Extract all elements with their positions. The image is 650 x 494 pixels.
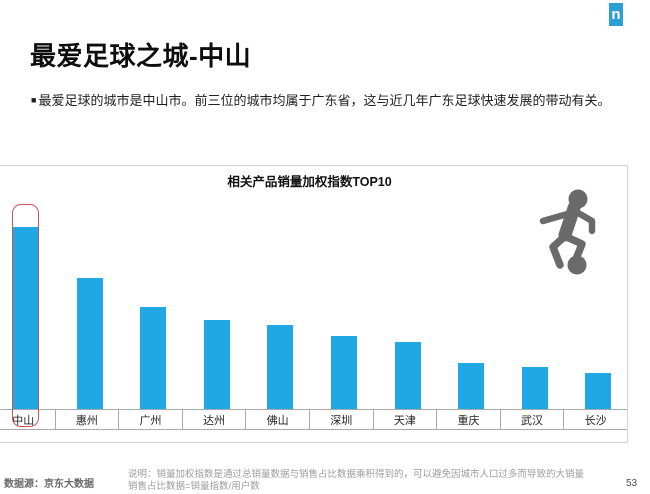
nielsen-n-logo: n	[609, 3, 623, 26]
bar-深圳	[331, 336, 357, 409]
bar-武汉	[521, 367, 548, 409]
chart-panel: 相关产品销量加权指数TOP10 中山 惠州 广州 达州 佛山 深圳 天津 重庆 武汉 长沙	[0, 165, 628, 443]
footnote-line-1: 说明：销量加权指数是通过总销量数据与销售占比数据乘积得到的，可以避免因城市人口过…	[128, 469, 585, 480]
player-left-leg	[549, 233, 568, 269]
bar-长沙	[585, 373, 612, 409]
player-left-arm	[539, 209, 575, 225]
page-title: 最爱足球之城-中山	[30, 41, 252, 71]
category-label-广州: 广州	[119, 410, 183, 429]
category-axis: 中山 惠州 广州 达州 佛山 深圳 天津 重庆 武汉 长沙	[0, 409, 627, 430]
summary-bullet: ■ 最爱足球的城市是中山市。前三位的城市均属于广东省，这与近几年广东足球快速发展的…	[31, 90, 610, 109]
category-label-佛山: 佛山	[246, 410, 310, 429]
bar-中山	[13, 227, 39, 409]
category-label-长沙: 长沙	[584, 414, 607, 427]
bar-重庆	[458, 363, 485, 409]
soccer-player-icon	[539, 189, 596, 275]
category-label-惠州: 惠州	[56, 410, 120, 429]
player-right-leg	[565, 234, 586, 263]
bar-佛山	[267, 325, 294, 409]
footnote-line-2: 销售占比数据=销量指数/用户数	[128, 480, 260, 492]
bar-惠州	[76, 278, 103, 409]
category-label-武汉: 武汉	[501, 410, 565, 429]
bar-天津	[394, 342, 421, 409]
chart-title: 相关产品销量加权指数TOP10	[227, 175, 392, 189]
category-label-达州: 达州	[183, 410, 247, 429]
highlight-box	[12, 204, 39, 427]
summary-text: 最爱足球的城市是中山市。前三位的城市均属于广东省，这与近几年广东足球快速发展的带…	[38, 93, 611, 108]
footnote: 说明：销量加权指数是通过总销量数据与销售占比数据乘积得到的，可以避免因城市人口过…	[128, 469, 598, 492]
bullet-square-icon: ■	[31, 95, 37, 105]
player-right-arm	[576, 210, 596, 235]
category-label-天津: 天津	[374, 410, 438, 429]
category-label-重庆: 重庆	[437, 410, 501, 429]
plot-area	[0, 166, 627, 409]
football-icon	[567, 255, 587, 275]
bar-达州	[203, 320, 230, 409]
player-figure	[539, 189, 596, 275]
bar-广州	[140, 307, 167, 409]
data-source-label: 数据源：京东大数据	[4, 479, 94, 490]
category-label-深圳: 深圳	[310, 410, 374, 429]
page-number: 53	[626, 478, 638, 489]
